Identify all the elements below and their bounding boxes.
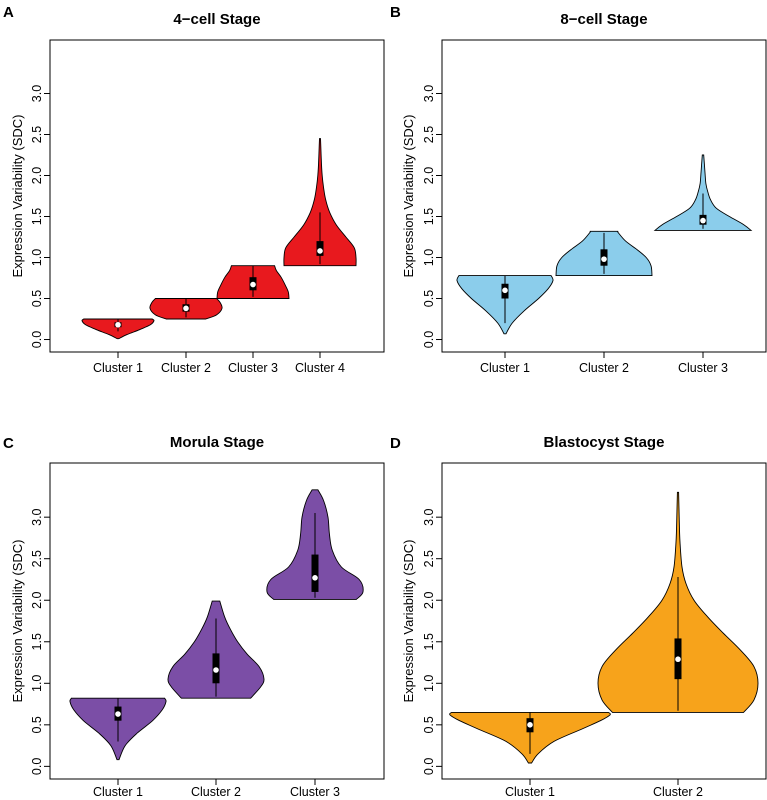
violin-median-point <box>250 281 256 288</box>
violin-median-point <box>115 321 121 328</box>
x-tick-label: Cluster 1 <box>93 785 143 799</box>
panel-label: B <box>390 4 401 21</box>
violin-median-point <box>213 667 219 673</box>
x-tick-label: Cluster 2 <box>161 361 211 375</box>
panel-title: Morula Stage <box>170 434 264 451</box>
x-tick-label: Cluster 1 <box>480 361 530 375</box>
y-tick-label: 2.0 <box>422 167 436 184</box>
violin-median-point <box>502 287 508 294</box>
violin-median-point <box>675 656 681 663</box>
y-axis-label: Expression Variability (SDC) <box>401 114 416 277</box>
panel-label: D <box>390 435 401 452</box>
y-axis-label: Expression Variability (SDC) <box>401 539 416 702</box>
y-axis-label: Expression Variability (SDC) <box>10 114 25 277</box>
violin-median-point <box>312 575 318 581</box>
panel-label: A <box>3 4 14 21</box>
y-tick-label: 3.0 <box>422 508 436 525</box>
y-tick-label: 3.0 <box>30 508 44 525</box>
y-tick-label: 2.0 <box>422 592 436 609</box>
violin-shape <box>283 138 357 267</box>
x-tick-label: Cluster 1 <box>505 785 555 799</box>
x-tick-label: Cluster 3 <box>678 361 728 375</box>
plot-frame <box>441 462 767 780</box>
y-tick-label: 3.0 <box>30 85 44 102</box>
y-tick-label: 0.0 <box>422 758 436 775</box>
violin-iqr-box <box>311 554 319 592</box>
y-tick-label: 2.5 <box>422 550 436 567</box>
x-tick-label: Cluster 3 <box>290 785 340 799</box>
y-axis-label: Expression Variability (SDC) <box>10 539 25 702</box>
violin-median-point <box>317 248 323 254</box>
plot-frame <box>49 39 385 353</box>
y-tick-label: 2.0 <box>30 167 44 184</box>
y-tick-label: 2.0 <box>30 592 44 609</box>
y-tick-label: 0.5 <box>422 716 436 733</box>
y-tick-label: 2.5 <box>30 550 44 567</box>
y-tick-label: 0.0 <box>422 331 436 348</box>
panel-title: 4−cell Stage <box>173 11 260 28</box>
y-tick-label: 0.0 <box>30 331 44 348</box>
panel-title: 8−cell Stage <box>560 11 647 28</box>
violin-median-point <box>183 305 189 312</box>
x-tick-label: Cluster 2 <box>191 785 241 799</box>
y-tick-label: 1.0 <box>422 249 436 266</box>
panel-label: C <box>3 435 14 452</box>
panel-d: D Blastocyst Stage 0.0 0.5 1.0 1.5 2.0 2.5 3.0 Ex… <box>390 434 767 799</box>
x-tick-label: Cluster 2 <box>579 361 629 375</box>
x-tick-label: Cluster 1 <box>93 361 143 375</box>
x-tick-label: Cluster 4 <box>295 361 345 375</box>
panel-a: A 4−cell Stage 0.0 0.5 1.0 1.5 2.0 2.5 3.0 Expres… <box>3 4 385 375</box>
y-tick-label: 2.5 <box>422 126 436 143</box>
plot-frame <box>441 39 767 353</box>
panel-title: Blastocyst Stage <box>544 434 665 451</box>
y-tick-label: 1.0 <box>30 249 44 266</box>
panel-b: B 8−cell Stage 0.0 0.5 1.0 1.5 2.0 2.5 3.0 Expres… <box>390 4 767 375</box>
plot-frame <box>49 462 385 780</box>
violin-median-point <box>527 722 533 728</box>
y-tick-label: 2.5 <box>30 126 44 143</box>
y-tick-label: 1.5 <box>30 633 44 650</box>
x-tick-label: Cluster 2 <box>653 785 703 799</box>
y-tick-label: 1.5 <box>422 208 436 225</box>
panel-c: C Morula Stage 0.0 0.5 1.0 1.5 2.0 2.5 3.0 Expres… <box>3 434 385 799</box>
y-tick-label: 0.5 <box>30 716 44 733</box>
y-tick-label: 1.5 <box>422 633 436 650</box>
y-tick-label: 1.0 <box>422 675 436 692</box>
y-tick-label: 0.5 <box>30 290 44 307</box>
y-tick-label: 1.5 <box>30 208 44 225</box>
violin-median-point <box>115 711 121 717</box>
violin-shape <box>653 154 753 231</box>
x-tick-label: Cluster 3 <box>228 361 278 375</box>
violin-median-point <box>700 217 706 224</box>
y-tick-label: 3.0 <box>422 85 436 102</box>
y-tick-label: 1.0 <box>30 675 44 692</box>
y-tick-label: 0.5 <box>422 290 436 307</box>
y-tick-label: 0.0 <box>30 758 44 775</box>
violin-median-point <box>601 256 607 262</box>
